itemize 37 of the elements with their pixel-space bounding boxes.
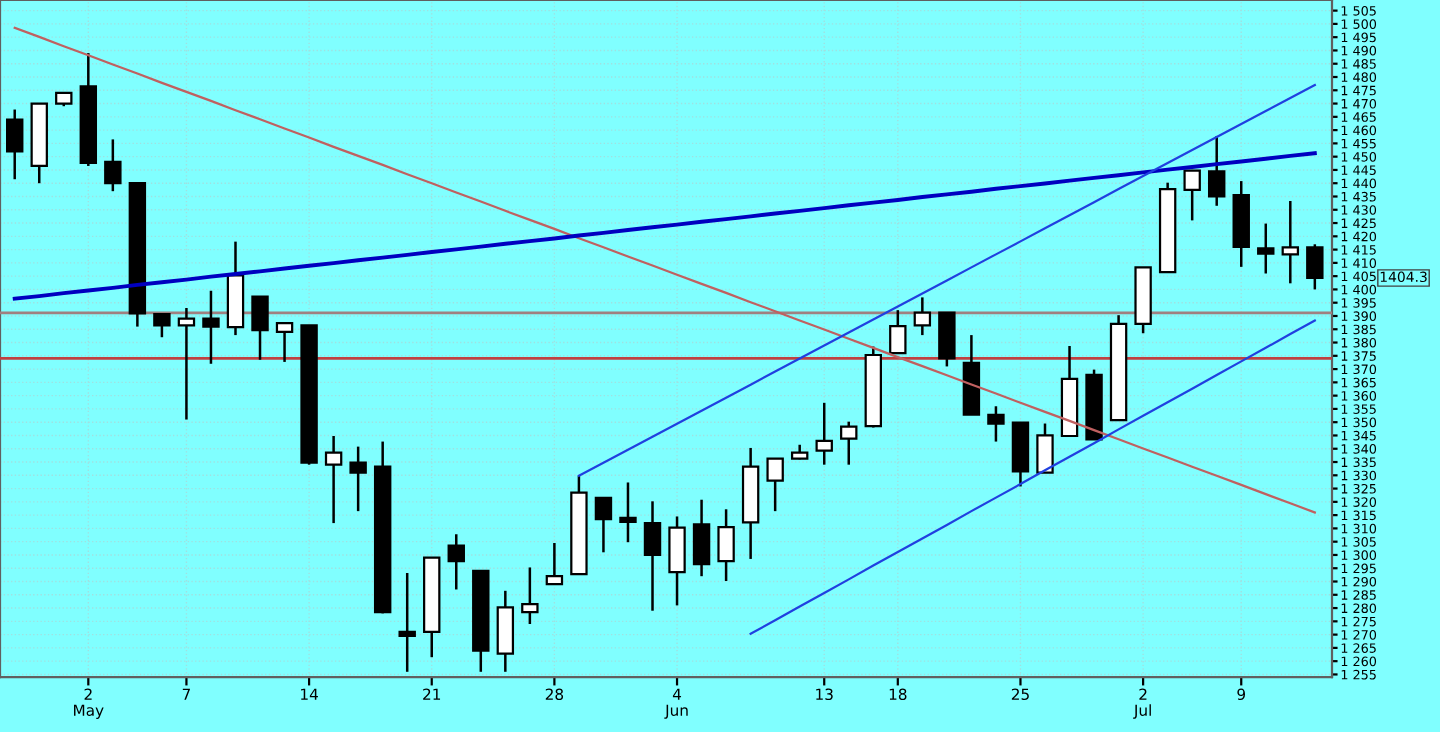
candlestick [153,312,171,339]
candlestick [692,498,711,578]
line-series [749,319,1316,635]
candlestick [251,295,269,362]
candlestick [987,405,1005,443]
candlestick [766,457,784,513]
candlestick [1281,199,1300,285]
candlestick [619,481,637,544]
line-series [13,26,1316,514]
candlestick [938,311,956,368]
candlestick [496,589,515,674]
candlestick [1257,222,1275,275]
candlestick [1207,134,1226,208]
candlestick [840,420,858,466]
candlestick [815,401,833,466]
candlestick [1036,422,1054,474]
candlestick [717,508,735,583]
line-series [577,83,1316,477]
candlestick [594,496,613,554]
candlestick [324,434,343,525]
candlestick [643,500,662,612]
candlestick [1306,243,1324,291]
candlestick [913,296,932,337]
candlestick [104,138,122,193]
candlestick [275,321,294,364]
candlestick [349,445,367,513]
candlestick [202,289,220,366]
line-series [12,151,1317,301]
candlestick [447,533,465,591]
candlestick [177,306,196,421]
candlestick [889,308,907,355]
candlestick [398,571,416,674]
candlestick [1183,168,1201,222]
candlestick [521,566,539,626]
candlestick [6,108,24,181]
candlestick [668,515,686,607]
candlestick [545,541,564,586]
